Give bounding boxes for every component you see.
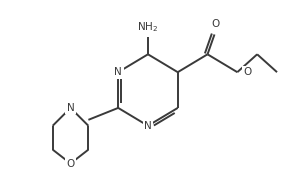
Text: N: N [114,67,122,77]
Text: NH$_2$: NH$_2$ [137,21,158,34]
Text: O: O [243,67,251,77]
Text: O: O [66,159,75,169]
Text: N: N [67,103,74,113]
Text: O: O [211,19,220,30]
Text: N: N [144,121,152,131]
